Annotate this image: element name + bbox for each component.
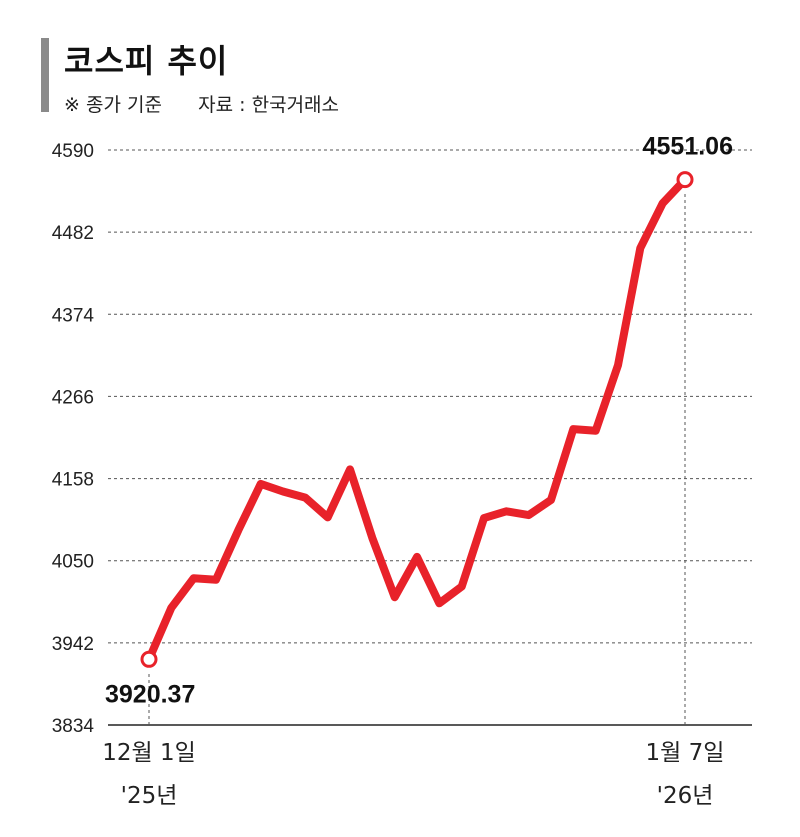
closing-price-note: ※ 종가 기준: [64, 94, 162, 116]
y-tick-label: 4050: [52, 552, 94, 573]
x-tick-year: '26년: [657, 783, 714, 809]
y-tick-label: 3834: [52, 716, 95, 737]
x-tick-year: '25년: [121, 783, 178, 809]
y-tick-label: 3942: [52, 634, 94, 655]
chart-subtitle: ※ 종가 기준 자료 : 한국거래소: [64, 90, 339, 117]
data-source: 자료 : 한국거래소: [198, 94, 340, 116]
y-tick-label: 4158: [52, 470, 94, 491]
data-point: [140, 650, 158, 668]
data-label-last: 4551.06: [643, 133, 733, 161]
y-tick-label: 4266: [52, 387, 94, 408]
y-tick-label: 4482: [52, 223, 94, 244]
title-accent-bar: [41, 38, 49, 112]
x-tick-label: 1월 7일: [646, 740, 725, 766]
data-label-first: 3920.37: [105, 680, 195, 708]
y-axis-ticks: 4590 4482 4374 4266 4158 4050 3942 3834: [52, 141, 95, 737]
x-axis-ticks: 12월 1일 '25년 1월 7일 '26년: [102, 740, 724, 809]
y-tick-label: 4374: [52, 305, 95, 326]
data-labels: 3920.37 4551.06: [105, 133, 733, 709]
kospi-line: [145, 175, 689, 664]
series-layer: [140, 171, 694, 668]
x-tick-label: 12월 1일: [102, 740, 196, 766]
y-tick-label: 4590: [52, 141, 94, 162]
gridlines: [108, 149, 752, 726]
data-point: [676, 171, 694, 189]
x-guides: [148, 191, 686, 725]
chart-title: 코스피 추이: [64, 42, 229, 80]
